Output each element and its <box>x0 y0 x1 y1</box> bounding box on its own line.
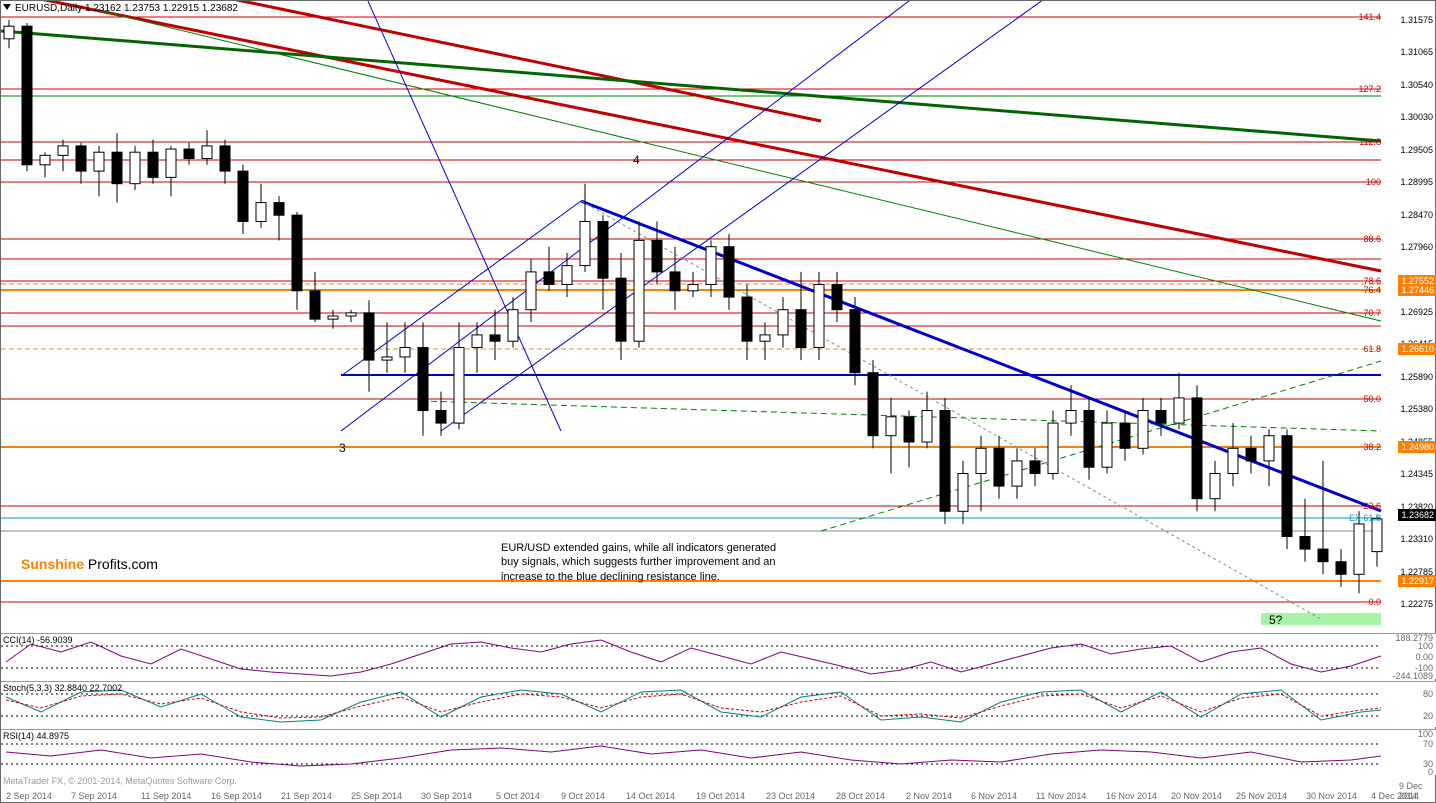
price-tick: 1.25380 <box>1400 404 1433 414</box>
fib-label: 0.0 <box>1368 597 1381 607</box>
price-tick: 1.31065 <box>1400 47 1433 57</box>
date-tick: 30 Nov 2014 <box>1306 791 1357 801</box>
date-tick: 11 Sep 2014 <box>141 791 191 801</box>
indicator-scale-tick: 20 <box>1423 711 1433 721</box>
price-chart-svg <box>1 1 1436 631</box>
date-tick: 25 Sep 2014 <box>351 791 402 801</box>
chart-container: EURUSD,Daily 1.23162 1.23753 1.22915 1.2… <box>0 0 1436 803</box>
fib-label: EX 61.8 <box>1349 513 1381 523</box>
date-tick: 2 Nov 2014 <box>906 791 952 801</box>
date-tick: 16 Nov 2014 <box>1106 791 1157 801</box>
fib-label: 23.6 <box>1363 501 1381 511</box>
fib-label: 38.2 <box>1363 442 1381 452</box>
rsi-panel[interactable]: RSI(14) 44.897510070300 <box>1 729 1436 775</box>
date-tick: 5 Oct 2014 <box>496 791 540 801</box>
ohlc-label: 1.23162 1.23753 1.22915 1.23682 <box>85 3 238 14</box>
date-axis: 2 Sep 2014 7 Sep 2014 11 Sep 2014 16 Sep 20… <box>1 788 1436 802</box>
indicator-label: Stoch(5,3,3) 32.8840 22.7002 <box>3 683 122 693</box>
date-tick: 6 Nov 2014 <box>971 791 1017 801</box>
fib-price-box: 1.22917 <box>1398 575 1436 587</box>
price-tick: 1.23310 <box>1400 534 1433 544</box>
fib-label: 50.0 <box>1363 394 1381 404</box>
stoch-panel[interactable]: Stoch(5,3,3) 32.8840 22.7002 80 20 <box>1 681 1436 727</box>
date-tick: 9 Dec 2014 <box>1399 781 1436 801</box>
current-price: 1.23682 <box>1398 509 1436 521</box>
date-tick: 19 Oct 2014 <box>696 791 745 801</box>
date-tick: 20 Nov 2014 <box>1171 791 1222 801</box>
date-tick: 14 Oct 2014 <box>626 791 675 801</box>
price-tick: 1.31575 <box>1400 15 1433 25</box>
indicator-scale-tick: 70 <box>1423 739 1433 749</box>
fib-price-box: 1.27446 <box>1398 284 1436 296</box>
date-tick: 9 Oct 2014 <box>561 791 605 801</box>
date-tick: 28 Oct 2014 <box>836 791 885 801</box>
price-tick: 1.27960 <box>1400 242 1433 252</box>
date-tick: 23 Oct 2014 <box>766 791 815 801</box>
fib-label: 100 <box>1366 177 1381 187</box>
price-tick: 1.24345 <box>1400 469 1433 479</box>
dropdown-icon[interactable] <box>3 4 11 10</box>
indicator-scale-tick: 100 <box>1418 729 1433 739</box>
watermark-profits: Profits.com <box>88 556 158 572</box>
price-tick: 1.28995 <box>1400 177 1433 187</box>
symbol-label: EURUSD,Daily <box>15 3 82 14</box>
date-tick: 2 Sep 2014 <box>6 791 52 801</box>
wave-label: 3 <box>339 441 346 455</box>
indicator-label: CCI(14) -56.9039 <box>3 635 73 645</box>
fib-label: 88.6 <box>1363 234 1381 244</box>
fib-label: 112.8 <box>1359 137 1381 147</box>
annotation: EUR/USD extended gains, while all indica… <box>501 541 901 584</box>
price-tick: 1.25890 <box>1400 372 1433 382</box>
date-tick: 30 Sep 2014 <box>421 791 472 801</box>
indicator-scale-tick: 80 <box>1423 689 1433 699</box>
price-tick: 1.28470 <box>1400 210 1433 220</box>
price-panel[interactable]: 1.31575 1.31065 1.30540 1.30030 1.29505 1.289… <box>1 1 1436 631</box>
date-tick: 16 Sep 2014 <box>211 791 262 801</box>
price-tick: 1.26925 <box>1400 307 1433 317</box>
fib-label: 127.2 <box>1358 84 1381 94</box>
price-tick: 1.29505 <box>1400 145 1433 155</box>
fib-price-box: 1.26610 <box>1398 343 1436 355</box>
fib-label: 70.7 <box>1363 308 1381 318</box>
indicator-scale-tick: 0.00 <box>1415 652 1433 662</box>
wave-label: 5? <box>1269 613 1282 627</box>
price-tick: 1.30030 <box>1400 112 1433 122</box>
fib-label: 76.4 <box>1363 285 1381 295</box>
price-tick: 1.22275 <box>1400 599 1433 609</box>
indicator-scale-tick: 100 <box>1418 641 1433 651</box>
watermark-sunshine: Sunshine <box>21 556 84 572</box>
price-tick: 1.30540 <box>1400 80 1433 90</box>
date-tick: 25 Nov 2014 <box>1236 791 1287 801</box>
chart-header: EURUSD,Daily 1.23162 1.23753 1.22915 1.2… <box>15 3 238 14</box>
fib-label: 141.4 <box>1358 12 1381 22</box>
date-tick: 11 Nov 2014 <box>1036 791 1086 801</box>
cci-panel[interactable]: CCI(14) -56.9039188.27791000.00-100-244.… <box>1 633 1436 679</box>
indicator-scale-tick: 0 <box>1428 767 1433 777</box>
date-tick: 21 Sep 2014 <box>281 791 332 801</box>
date-tick: 7 Sep 2014 <box>71 791 117 801</box>
wave-label: 4 <box>633 153 640 167</box>
indicator-label: RSI(14) 44.8975 <box>3 731 69 741</box>
indicator-scale-tick: -244.1089 <box>1392 671 1433 681</box>
fib-label: 61.8 <box>1363 344 1381 354</box>
fib-price-box: 1.24980 <box>1398 441 1436 453</box>
footer-copyright: MetaTrader FX, © 2001-2014, MetaQuotes S… <box>3 776 237 786</box>
watermark: Sunshine Profits.com <box>21 556 158 572</box>
price-axis: 1.31575 1.31065 1.30540 1.30030 1.29505 1.289… <box>1383 1 1436 631</box>
